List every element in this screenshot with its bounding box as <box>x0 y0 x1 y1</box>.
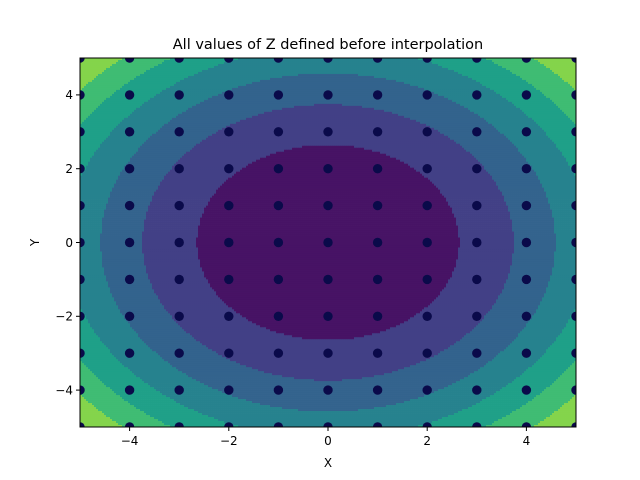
data-point <box>175 201 184 210</box>
data-point <box>323 312 332 321</box>
data-point <box>175 127 184 136</box>
data-point <box>323 127 332 136</box>
data-point <box>423 90 432 99</box>
data-point <box>472 238 481 247</box>
data-point <box>373 312 382 321</box>
data-point <box>522 164 531 173</box>
data-point <box>522 275 531 284</box>
y-tick-label: −4 <box>55 383 73 397</box>
data-point <box>522 90 531 99</box>
data-point <box>323 90 332 99</box>
data-point <box>522 238 531 247</box>
x-tick-label: −4 <box>121 434 139 448</box>
data-point <box>373 275 382 284</box>
data-point <box>224 312 233 321</box>
data-point <box>274 238 283 247</box>
data-point <box>522 127 531 136</box>
data-point <box>323 201 332 210</box>
y-tick-label: 0 <box>65 236 73 250</box>
data-point <box>125 127 134 136</box>
data-point <box>472 275 481 284</box>
data-point <box>373 238 382 247</box>
data-point <box>423 349 432 358</box>
x-axis-ticks: −4 −2 0 2 4 <box>121 427 530 448</box>
y-tick-label: 4 <box>65 88 73 102</box>
y-tick-label: 2 <box>65 162 73 176</box>
data-point <box>472 312 481 321</box>
data-point <box>125 164 134 173</box>
data-point <box>224 385 233 394</box>
x-tick-label: 4 <box>523 434 531 448</box>
data-point <box>323 385 332 394</box>
y-axis-ticks: −4 −2 0 2 4 <box>55 88 80 397</box>
chart-title: All values of Z defined before interpola… <box>173 37 484 53</box>
x-axis-label: X <box>324 456 332 470</box>
data-point <box>423 127 432 136</box>
data-point <box>274 164 283 173</box>
data-point <box>423 238 432 247</box>
data-point <box>274 275 283 284</box>
x-tick-label: 2 <box>423 434 431 448</box>
data-point <box>175 164 184 173</box>
data-point <box>125 275 134 284</box>
data-point <box>224 349 233 358</box>
data-point <box>472 90 481 99</box>
data-point <box>423 385 432 394</box>
data-point <box>125 201 134 210</box>
data-point <box>423 164 432 173</box>
data-point <box>323 349 332 358</box>
data-point <box>423 201 432 210</box>
data-point <box>274 90 283 99</box>
data-point <box>224 127 233 136</box>
data-point <box>175 349 184 358</box>
x-tick-label: −2 <box>220 434 238 448</box>
x-tick-label: 0 <box>324 434 332 448</box>
data-point <box>274 385 283 394</box>
data-point <box>373 201 382 210</box>
plot-area <box>75 53 580 431</box>
data-point <box>423 312 432 321</box>
data-point <box>373 349 382 358</box>
data-point <box>423 275 432 284</box>
data-point <box>373 385 382 394</box>
data-point <box>472 164 481 173</box>
data-point <box>522 385 531 394</box>
data-point <box>323 164 332 173</box>
data-point <box>472 349 481 358</box>
data-point <box>224 275 233 284</box>
data-point <box>125 90 134 99</box>
data-point <box>373 164 382 173</box>
data-point <box>522 201 531 210</box>
data-point <box>472 385 481 394</box>
data-point <box>175 312 184 321</box>
data-point <box>472 127 481 136</box>
data-point <box>224 90 233 99</box>
data-point <box>323 275 332 284</box>
data-point <box>373 90 382 99</box>
data-point <box>125 349 134 358</box>
data-point <box>274 349 283 358</box>
data-point <box>373 127 382 136</box>
data-point <box>522 312 531 321</box>
data-point <box>175 385 184 394</box>
data-point <box>175 90 184 99</box>
data-point <box>274 201 283 210</box>
data-point <box>224 164 233 173</box>
data-point <box>125 312 134 321</box>
data-point <box>274 127 283 136</box>
data-point <box>125 385 134 394</box>
data-point <box>125 238 134 247</box>
data-point <box>323 238 332 247</box>
data-point <box>175 238 184 247</box>
data-point <box>224 238 233 247</box>
data-point <box>522 349 531 358</box>
y-axis-label: Y <box>28 238 42 247</box>
y-tick-label: −2 <box>55 310 73 324</box>
data-point <box>224 201 233 210</box>
data-point <box>472 201 481 210</box>
data-point <box>175 275 184 284</box>
data-point <box>274 312 283 321</box>
